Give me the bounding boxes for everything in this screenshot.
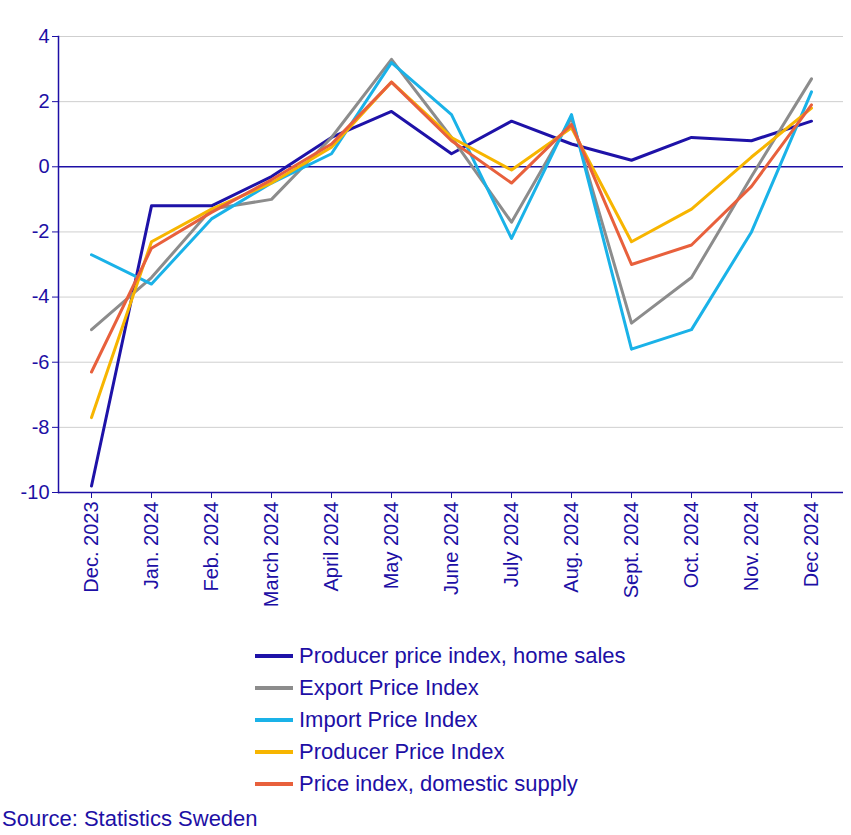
svg-text:-10: -10 bbox=[21, 481, 50, 503]
svg-text:Feb. 2024: Feb. 2024 bbox=[200, 502, 222, 592]
svg-text:April 2024: April 2024 bbox=[320, 502, 342, 592]
html-text:Export Price Index: Export Price Index bbox=[299, 675, 479, 700]
html-text:Source: Statistics Sweden: Source: Statistics Sweden bbox=[2, 806, 258, 831]
svg-text:Sept. 2024: Sept. 2024 bbox=[620, 502, 642, 599]
html-text:Price index, domestic supply: Price index, domestic supply bbox=[299, 771, 578, 796]
svg-text:July 2024: July 2024 bbox=[500, 502, 522, 588]
svg-text:June 2024: June 2024 bbox=[440, 502, 462, 595]
svg-text:-6: -6 bbox=[32, 351, 50, 373]
html-text:Producer Price Index: Producer Price Index bbox=[299, 739, 505, 764]
svg-text:-8: -8 bbox=[32, 416, 50, 438]
svg-text:4: 4 bbox=[38, 25, 49, 47]
svg-text:Aug. 2024: Aug. 2024 bbox=[560, 502, 582, 593]
html-text:Import Price Index: Import Price Index bbox=[299, 707, 478, 732]
svg-text:March 2024: March 2024 bbox=[260, 502, 282, 608]
svg-text:Dec 2024: Dec 2024 bbox=[800, 502, 822, 588]
svg-text:-2: -2 bbox=[32, 220, 50, 242]
svg-text:0: 0 bbox=[38, 155, 49, 177]
svg-text:2: 2 bbox=[38, 90, 49, 112]
svg-text:May 2024: May 2024 bbox=[380, 502, 402, 590]
svg-text:Dec. 2023: Dec. 2023 bbox=[80, 502, 102, 593]
svg-text:Jan. 2024: Jan. 2024 bbox=[140, 502, 162, 590]
html-text:Producer price index, home sal: Producer price index, home sales bbox=[299, 643, 626, 668]
svg-text:Oct. 2024: Oct. 2024 bbox=[680, 502, 702, 589]
svg-text:Nov. 2024: Nov. 2024 bbox=[740, 502, 762, 592]
svg-text:-4: -4 bbox=[32, 285, 50, 307]
